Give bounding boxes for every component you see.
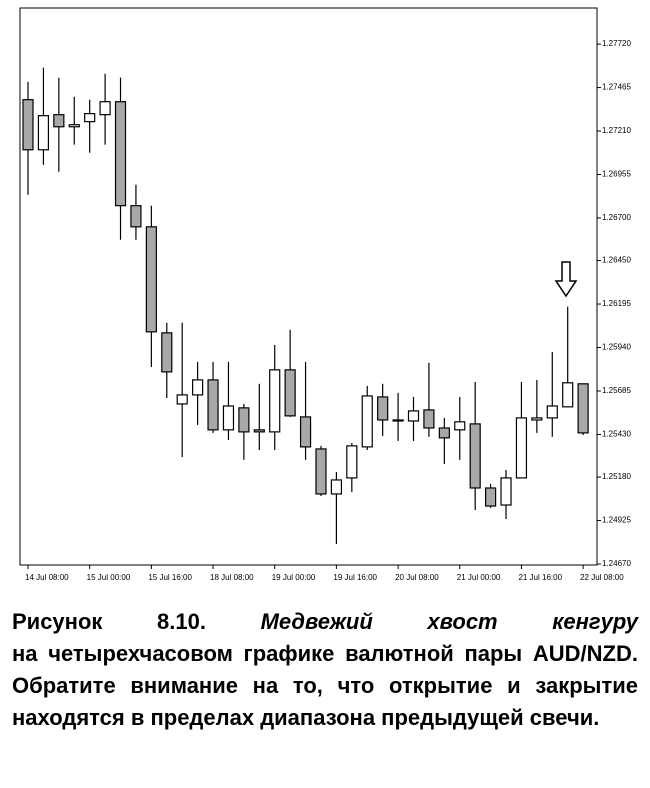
y-tick-label: 1.24670 [602, 559, 631, 568]
candle-body [407, 410, 420, 422]
candle-body [161, 332, 173, 373]
y-tick-label: 1.26700 [602, 213, 631, 222]
candle-body [130, 205, 142, 228]
x-tick-label: 15 Jul 16:00 [148, 573, 192, 582]
candle-body [176, 394, 188, 405]
candle-body [423, 409, 435, 429]
plot-frame [19, 7, 598, 566]
candle-body [53, 114, 65, 128]
candle-body [562, 382, 574, 408]
candle-body [346, 445, 358, 479]
candle-body [377, 396, 389, 421]
x-tick-label: 19 Jul 16:00 [333, 573, 377, 582]
candle-body [454, 421, 466, 431]
candle-body [315, 448, 327, 495]
x-tick-label: 15 Jul 00:00 [87, 573, 131, 582]
x-tick-label: 21 Jul 16:00 [518, 573, 562, 582]
x-tick-label: 21 Jul 00:00 [457, 573, 501, 582]
y-tick-label: 1.26195 [602, 299, 631, 308]
candle-body [37, 115, 50, 151]
candle-body [577, 383, 589, 434]
x-tick-label: 20 Jul 08:00 [395, 573, 439, 582]
y-tick-label: 1.24925 [602, 516, 631, 525]
candle-body [192, 379, 204, 396]
y-tick-label: 1.25685 [602, 386, 631, 395]
x-tick-label: 19 Jul 00:00 [272, 573, 316, 582]
candle-body [222, 405, 235, 431]
candle-body [114, 101, 127, 207]
candle-body [330, 479, 342, 495]
y-tick-label: 1.25940 [602, 343, 631, 352]
x-tick-label: 18 Jul 08:00 [210, 573, 254, 582]
candle-body [361, 395, 373, 448]
candle-body [531, 417, 543, 421]
candle-body [284, 369, 296, 417]
candle-body [515, 417, 528, 479]
candle-body [68, 124, 80, 128]
caption-italic: Медвежий хвост кенгуру [260, 609, 638, 634]
caption-text: на четырехчасовом графике валютной пары … [12, 641, 638, 730]
candle-body [269, 369, 281, 433]
candle-body [500, 477, 512, 506]
y-tick-label: 1.27210 [602, 126, 631, 135]
caption-first-line: Рисунок 8.10. Медвежий хвост кенгуру [12, 606, 638, 638]
y-tick-label: 1.26955 [602, 170, 631, 179]
chart: 1.27720 1.27465 1.27210 1.26955 1.26700 1.264… [19, 7, 631, 582]
caption: Рисунок 8.10. Медвежий хвост кенгуру на … [12, 606, 638, 734]
candle-body [299, 416, 312, 448]
candle-body [546, 405, 558, 419]
y-tick-label: 1.26450 [602, 256, 631, 265]
candle-body [207, 379, 219, 431]
y-tick-label: 1.25430 [602, 430, 631, 439]
arrow [554, 261, 578, 298]
candle-body [253, 429, 265, 433]
y-tick-label: 1.27465 [602, 83, 631, 92]
candle-body [485, 487, 497, 507]
candle-body [238, 407, 250, 433]
candle-body [22, 99, 34, 151]
caption-label: Рисунок 8.10. [12, 609, 206, 634]
x-tick-label: 14 Jul 08:00 [25, 573, 69, 582]
x-tick-label: 22 Jul 08:00 [580, 573, 624, 582]
candle-body [392, 419, 404, 422]
y-tick-label: 1.25180 [602, 472, 631, 481]
y-tick-label: 1.27720 [602, 39, 631, 48]
candle-body [438, 427, 450, 439]
candle-body [469, 423, 481, 489]
candle-body [145, 226, 157, 333]
candle-body [84, 113, 96, 123]
candle-body [99, 101, 111, 116]
